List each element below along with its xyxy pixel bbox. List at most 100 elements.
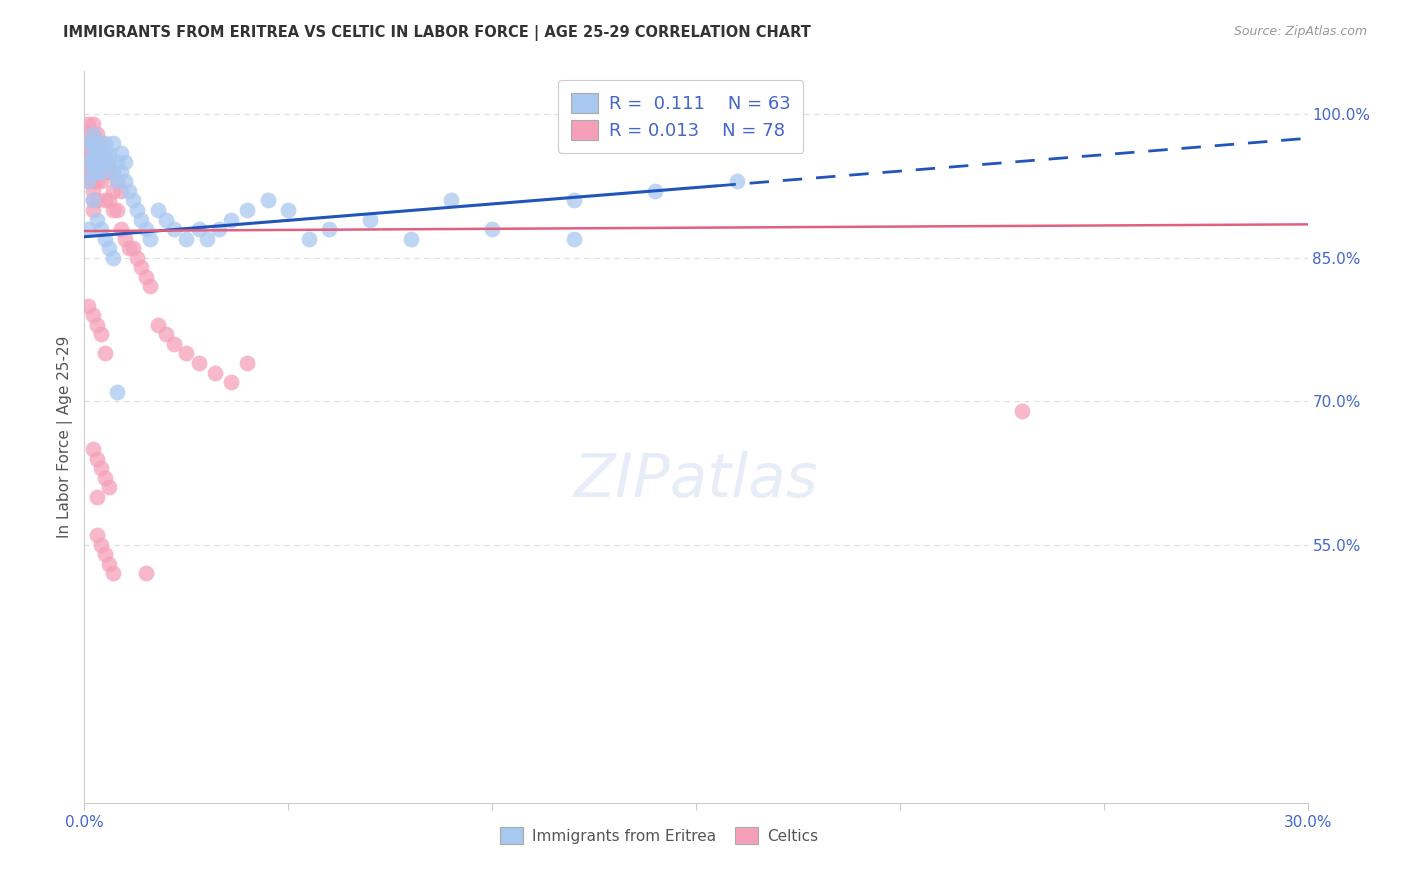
Point: [82, 442, 104, 456]
Point: [93, 136, 115, 150]
Point: [82, 145, 104, 160]
Point: [562, 194, 585, 208]
Point: [105, 174, 128, 188]
Text: Source: ZipAtlas.com: Source: ZipAtlas.com: [1233, 25, 1367, 38]
Point: [105, 174, 128, 188]
Point: [77, 155, 100, 169]
Point: [82, 194, 104, 208]
Point: [82, 165, 104, 179]
Point: [208, 222, 231, 236]
Point: [77, 155, 100, 169]
Point: [77, 222, 100, 236]
Point: [236, 356, 259, 370]
Point: [110, 222, 132, 236]
Point: [77, 145, 100, 160]
Point: [82, 155, 104, 169]
Point: [114, 232, 136, 246]
Point: [644, 184, 666, 198]
Point: [97, 557, 120, 571]
Point: [318, 222, 340, 236]
Point: [105, 155, 128, 169]
Point: [97, 194, 120, 208]
Text: ZIPatlas: ZIPatlas: [574, 451, 818, 510]
Point: [82, 136, 104, 150]
Point: [82, 194, 104, 208]
Point: [105, 202, 128, 217]
Point: [174, 232, 197, 246]
Point: [86, 528, 108, 542]
Point: [155, 212, 177, 227]
Point: [82, 174, 104, 188]
Point: [481, 222, 503, 236]
Point: [90, 461, 112, 475]
Point: [118, 184, 141, 198]
Point: [93, 346, 115, 360]
Point: [204, 366, 226, 380]
Point: [86, 490, 108, 504]
Point: [155, 327, 177, 342]
Point: [298, 232, 321, 246]
Point: [187, 356, 209, 370]
Point: [77, 174, 100, 188]
Point: [90, 538, 112, 552]
Point: [93, 194, 115, 208]
Point: [163, 336, 186, 351]
Point: [90, 155, 112, 169]
Point: [219, 212, 242, 227]
Point: [359, 212, 381, 227]
Point: [97, 241, 120, 255]
Point: [127, 202, 149, 217]
Point: [90, 145, 112, 160]
Point: [77, 117, 100, 131]
Point: [127, 251, 149, 265]
Point: [93, 145, 115, 160]
Point: [86, 174, 108, 188]
Point: [138, 232, 160, 246]
Point: [86, 136, 108, 150]
Point: [82, 127, 104, 141]
Point: [86, 127, 108, 141]
Point: [101, 202, 124, 217]
Point: [562, 232, 585, 246]
Point: [131, 260, 153, 275]
Point: [146, 202, 169, 217]
Point: [82, 145, 104, 160]
Point: [135, 566, 157, 581]
Point: [97, 480, 120, 494]
Point: [122, 241, 145, 255]
Point: [77, 136, 100, 150]
Point: [90, 222, 112, 236]
Point: [110, 184, 132, 198]
Point: [97, 165, 120, 179]
Point: [440, 194, 463, 208]
Point: [86, 145, 108, 160]
Point: [86, 155, 108, 169]
Point: [114, 155, 136, 169]
Point: [163, 222, 186, 236]
Point: [1011, 404, 1033, 418]
Point: [195, 232, 218, 246]
Point: [90, 174, 112, 188]
Point: [110, 145, 132, 160]
Point: [86, 136, 108, 150]
Point: [135, 222, 157, 236]
Point: [93, 471, 115, 485]
Point: [86, 318, 108, 332]
Point: [77, 136, 100, 150]
Point: [86, 212, 108, 227]
Point: [82, 136, 104, 150]
Point: [86, 165, 108, 179]
Point: [135, 269, 157, 284]
Point: [90, 327, 112, 342]
Point: [77, 165, 100, 179]
Point: [131, 212, 153, 227]
Point: [77, 136, 100, 150]
Point: [77, 299, 100, 313]
Point: [101, 184, 124, 198]
Text: IMMIGRANTS FROM ERITREA VS CELTIC IN LABOR FORCE | AGE 25-29 CORRELATION CHART: IMMIGRANTS FROM ERITREA VS CELTIC IN LAB…: [63, 25, 811, 41]
Point: [236, 202, 259, 217]
Point: [93, 232, 115, 246]
Point: [90, 155, 112, 169]
Point: [101, 251, 124, 265]
Point: [97, 155, 120, 169]
